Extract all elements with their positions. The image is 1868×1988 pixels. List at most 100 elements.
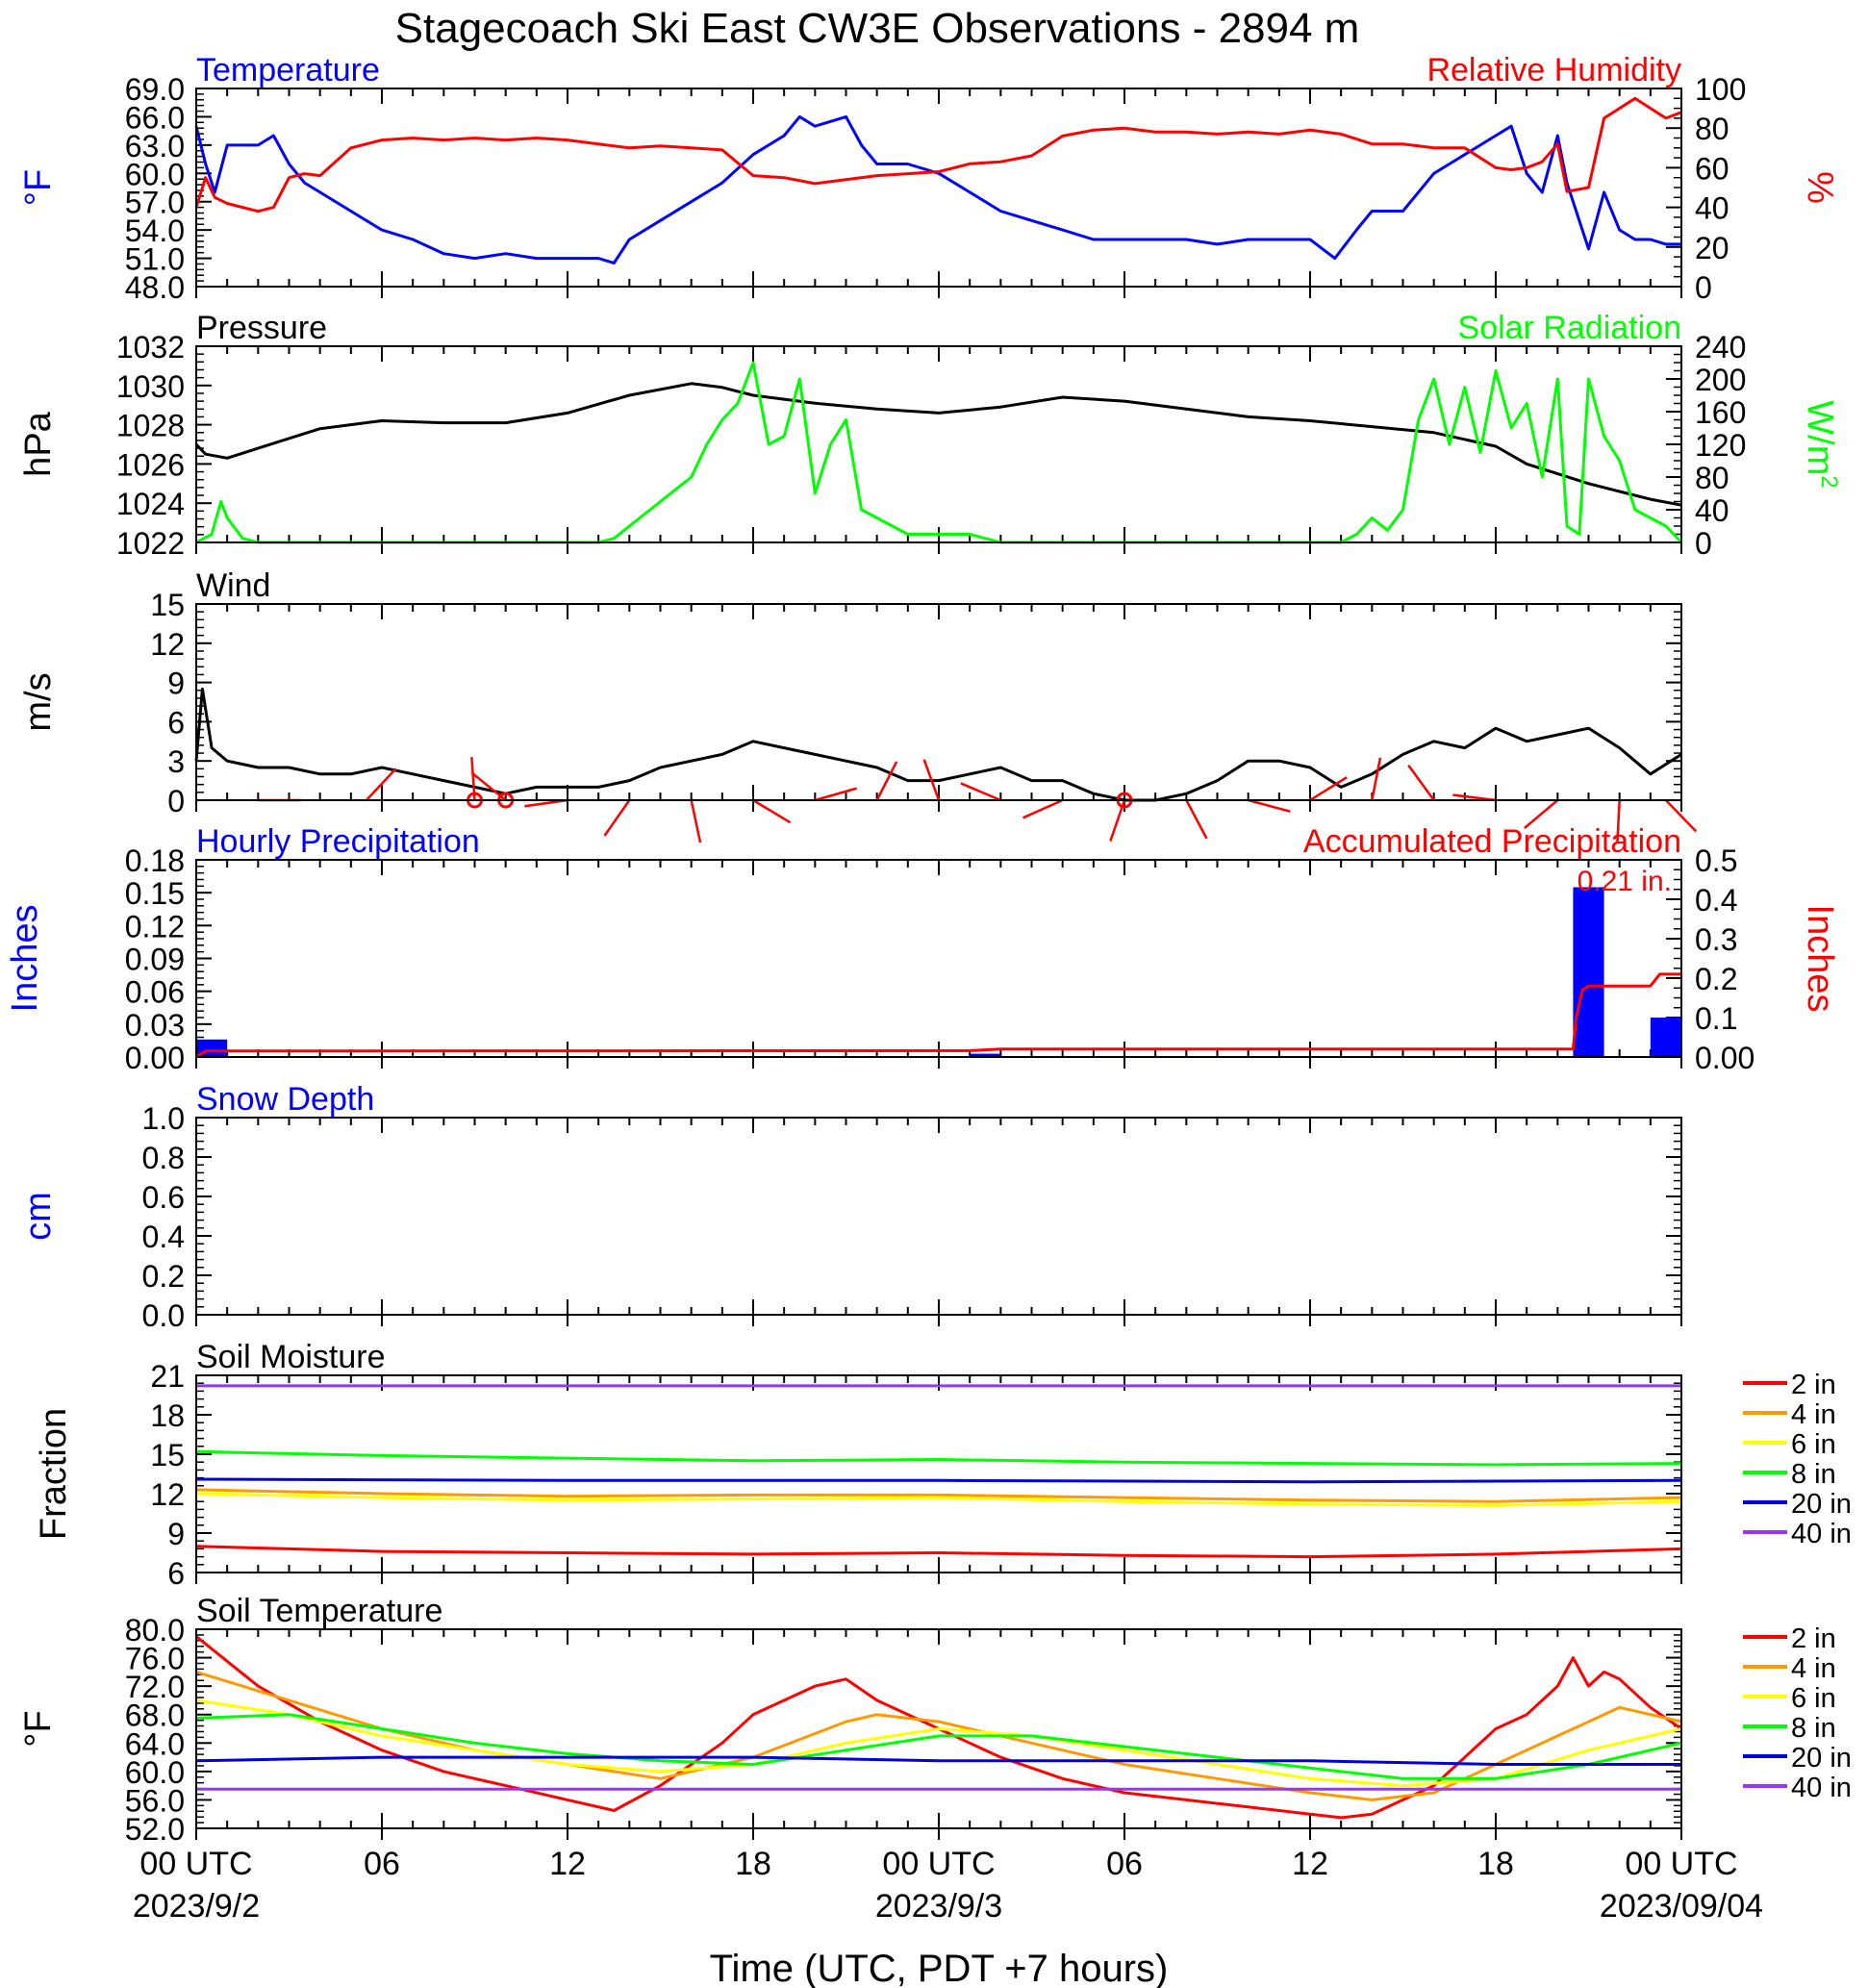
y-tick-label-left: 56.0 [125, 1783, 185, 1818]
panel-title-left: Soil Temperature [196, 1593, 442, 1629]
y-axis-label-left: Inches [5, 905, 45, 1013]
x-tick-label: 00 UTC [882, 1846, 995, 1882]
wind-barb [1185, 799, 1208, 840]
y-axis-label-right-sup: 2 [1816, 475, 1842, 488]
y-tick-label-right: 0.3 [1695, 922, 1737, 957]
panel-title-left: Pressure [196, 310, 327, 346]
wind-barb [1665, 799, 1698, 833]
panel-frame [195, 1117, 1682, 1316]
panel-frame [195, 603, 1682, 801]
y-tick-label-left: 12 [150, 627, 185, 662]
wind-barb [1022, 798, 1064, 819]
y-tick-label-left: 0.8 [142, 1141, 185, 1175]
wind-barb [1371, 757, 1382, 801]
series-pressure-line [194, 382, 1682, 507]
y-tick-label-right: 0.5 [1695, 843, 1737, 878]
panel-title-left: Hourly Precipitation [196, 823, 480, 860]
y-tick-label-left: 57.0 [125, 186, 185, 220]
y-tick-label-left: 0.12 [125, 909, 185, 944]
y-axis-label-left: hPa [18, 411, 59, 476]
series-6-in-line [195, 1492, 1682, 1507]
panel-title-right: Accumulated Precipitation [1303, 823, 1681, 860]
panel-title-left: Wind [196, 567, 270, 604]
y-tick-label-right: 200 [1695, 363, 1746, 397]
x-tick-label: 12 [549, 1846, 586, 1882]
panel-title-left: Snow Depth [196, 1081, 374, 1118]
y-tick-label-left: 80.0 [125, 1613, 185, 1648]
y-tick-label-left: 69.0 [125, 72, 185, 107]
y-tick-label-right: 0.4 [1695, 883, 1737, 918]
x-tick-label: 18 [1477, 1846, 1514, 1882]
legend-label: 20 in [1791, 1743, 1852, 1774]
y-tick-label-left: 15 [150, 588, 185, 622]
y-tick-label-left: 1032 [116, 330, 185, 365]
wind-barb [875, 761, 898, 801]
y-tick-label-right: 40 [1695, 493, 1729, 528]
precip-bar [970, 1053, 1001, 1057]
legend-label: 2 in [1791, 1370, 1836, 1400]
panel-soil_moisture: 6 9 12 15 18 21 Soil Moisture Fraction 2 in4 in6… [34, 1339, 1852, 1591]
y-tick-label-right: 0.2 [1695, 962, 1737, 996]
y-tick-label-left: 72.0 [125, 1670, 185, 1704]
y-tick-label-left: 0.03 [125, 1008, 185, 1043]
y-tick-label-left: 1028 [116, 409, 185, 443]
y-tick-label-left: 60.0 [125, 1755, 185, 1790]
y-tick-label-left: 0 [167, 784, 185, 818]
series-8-in-line [195, 1713, 1682, 1780]
panel-title-left: Soil Moisture [196, 1339, 386, 1375]
panel-pressure_solar: 1022 1024 1026 1028 1030 1032 0408012016020024… [18, 310, 1842, 561]
y-tick-label-right: 0 [1695, 270, 1712, 305]
panel-title-left: Temperature [196, 52, 380, 88]
y-tick-label-right: 0 [1695, 526, 1712, 561]
y-tick-label-left: 68.0 [125, 1699, 185, 1733]
series-accum_precip-line [195, 972, 1681, 1059]
panel-frame [195, 345, 1682, 543]
x-tick-label: 12 [1292, 1846, 1328, 1882]
y-axis-label-right-text: Inches [1800, 905, 1840, 1013]
panel-frame [195, 88, 1682, 288]
y-axis-label-right: % [1800, 171, 1840, 204]
y-tick-label-left: 63.0 [125, 129, 185, 164]
wind-barb [524, 798, 568, 808]
panel-frame [195, 1374, 1682, 1573]
y-tick-label-left: 0.00 [125, 1041, 185, 1075]
y-axis-label-right-text: W/m [1800, 400, 1840, 475]
y-tick-label-left: 52.0 [125, 1812, 185, 1847]
y-tick-label-right: 60 [1695, 151, 1729, 186]
wind-barb [960, 782, 1001, 802]
y-tick-label-left: 1026 [116, 447, 185, 482]
y-axis-label-left: m/s [18, 672, 59, 731]
y-axis-label-right: Inches [1800, 905, 1840, 1013]
y-tick-label-right: 40 [1695, 191, 1729, 226]
y-tick-label-left: 9 [167, 1517, 185, 1551]
panel-title-right: Solar Radiation [1458, 310, 1681, 346]
y-tick-label-left: 1022 [116, 526, 185, 561]
x-tick-label: 06 [1106, 1846, 1143, 1882]
wind-barb [366, 768, 397, 801]
y-tick-label-right: 160 [1695, 395, 1746, 430]
chart-title: Stagecoach Ski East CW3E Observations - … [395, 5, 1360, 52]
panel-precip: 0.000.030.060.090.120.150.180.000.10.20.… [5, 823, 1840, 1075]
accumulated-total-label: 0.21 in. [1578, 866, 1672, 897]
wind-barb [1407, 764, 1435, 801]
y-axis-label-left: cm [18, 1192, 59, 1241]
legend-label: 2 in [1791, 1623, 1836, 1654]
panel-snow: 0.0 0.2 0.4 0.6 0.8 1.0 Snow Depth cm [18, 1081, 1682, 1333]
panel-frame [195, 1628, 1682, 1829]
precip-bar [1573, 887, 1604, 1057]
series-8-in-line [195, 1449, 1682, 1467]
y-axis-label-right: W/m2 [1800, 400, 1842, 488]
y-tick-label-left: 54.0 [125, 214, 185, 248]
y-tick-label-left: 0.6 [142, 1180, 185, 1215]
y-axis-label-left: °F [18, 1710, 59, 1747]
series-wind-line [194, 687, 1682, 802]
y-tick-label-left: 0.18 [125, 843, 185, 878]
y-axis-label-left: °F [18, 169, 59, 206]
y-tick-label-left: 0.0 [142, 1298, 185, 1333]
x-date-label: 2023/09/04 [1600, 1888, 1763, 1925]
wind-barb [1309, 776, 1348, 802]
wind-barb [752, 798, 792, 824]
series-20-in-line [195, 1755, 1681, 1766]
legend-label: 6 in [1791, 1429, 1836, 1460]
